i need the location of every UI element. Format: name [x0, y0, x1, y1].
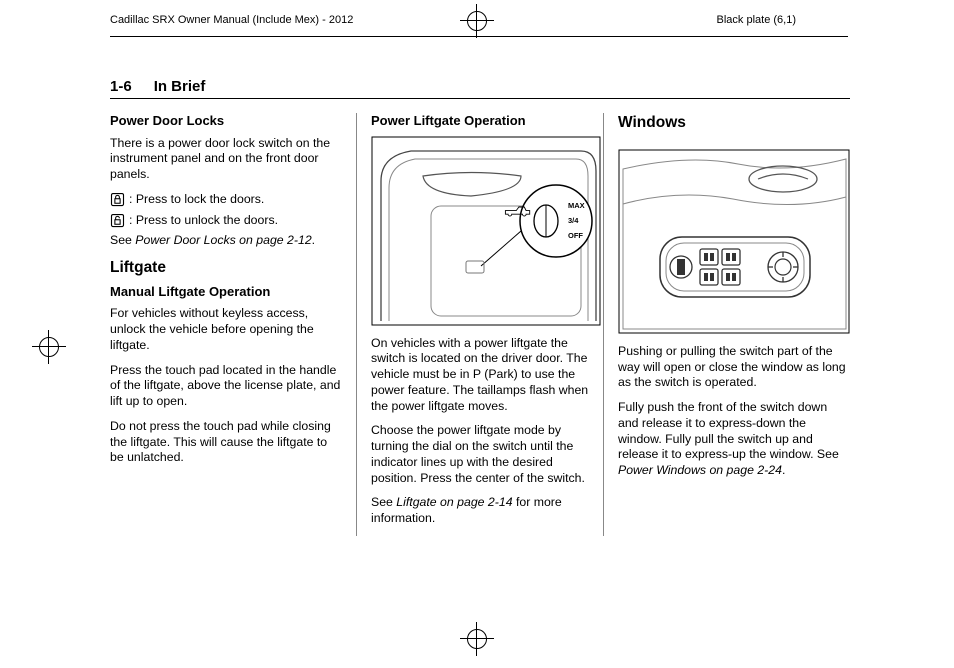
column-2: Power Liftgate Operation: [356, 113, 603, 536]
plo-para-2: Choose the power liftgate mode by turnin…: [371, 423, 589, 486]
unlock-text: : Press to unlock the doors.: [129, 213, 278, 229]
liftgate-para-1: For vehicles without keyless access, unl…: [110, 306, 342, 353]
heading-windows: Windows: [618, 113, 850, 133]
content-area: 1-6 In Brief Power Door Locks There is a…: [110, 78, 850, 608]
header-left: Cadillac SRX Owner Manual (Include Mex) …: [110, 14, 353, 26]
lock-line: : Press to lock the doors.: [110, 192, 342, 208]
unlock-icon: [110, 213, 125, 228]
win-para-2: Fully push the front of the switch down …: [618, 400, 850, 479]
heading-power-door-locks: Power Door Locks: [110, 113, 342, 130]
win-para-1: Pushing or pulling the switch part of th…: [618, 344, 850, 391]
header-right: Black plate (6,1): [717, 14, 796, 26]
figure-window-switches: [618, 149, 850, 334]
reg-mark-left: [32, 330, 66, 364]
heading-liftgate: Liftgate: [110, 258, 342, 278]
plo-para-1: On vehicles with a power liftgate the sw…: [371, 336, 589, 415]
liftgate-para-3: Do not press the touch pad while closing…: [110, 419, 342, 466]
reg-mark-bottom: [460, 622, 494, 656]
page-header: 1-6 In Brief: [110, 78, 850, 99]
heading-manual-liftgate: Manual Liftgate Operation: [110, 284, 342, 301]
pdl-see: See Power Door Locks on page 2-12.: [110, 233, 342, 249]
header-rule: [110, 36, 848, 37]
plo-see: See Liftgate on page 2-14 for more infor…: [371, 495, 589, 526]
svg-text:OFF: OFF: [568, 231, 583, 240]
lock-text: : Press to lock the doors.: [129, 192, 264, 208]
column-3: Windows: [603, 113, 850, 536]
liftgate-para-2: Press the touch pad located in the handl…: [110, 363, 342, 410]
unlock-line: : Press to unlock the doors.: [110, 213, 342, 229]
svg-text:3/4: 3/4: [568, 216, 579, 225]
svg-text:MAX: MAX: [568, 201, 585, 210]
pdl-para-1: There is a power door lock switch on the…: [110, 136, 342, 183]
heading-power-liftgate: Power Liftgate Operation: [371, 113, 589, 130]
page-section: In Brief: [154, 78, 206, 95]
page-number: 1-6: [110, 78, 132, 95]
lock-icon: [110, 192, 125, 207]
column-1: Power Door Locks There is a power door l…: [110, 113, 356, 536]
figure-liftgate-switch: MAX 3/4 OFF: [371, 136, 601, 326]
